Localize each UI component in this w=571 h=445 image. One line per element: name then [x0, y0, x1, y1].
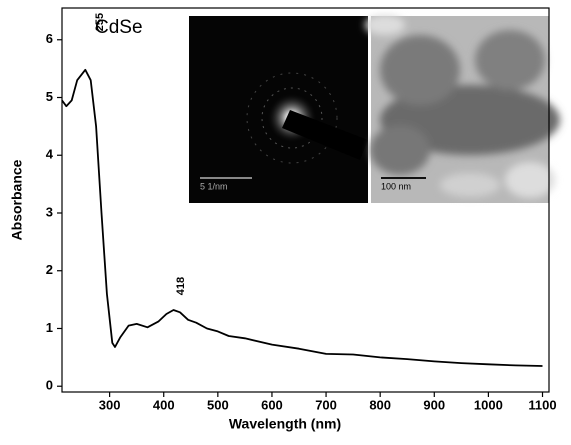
y-tick-label: 3 [46, 204, 53, 219]
scale-label: 100 nm [381, 181, 411, 191]
spectrum-line [61, 68, 543, 367]
peak-annotation: 418 [175, 277, 187, 295]
scale-label: 5 1/nm [200, 181, 228, 191]
ring [246, 72, 338, 164]
texture [365, 15, 560, 198]
y-tick-label: 6 [46, 31, 53, 46]
y-axis-label: Absorbance [9, 159, 25, 240]
x-tick-label: 800 [369, 397, 391, 412]
x-tick-label: 400 [153, 397, 175, 412]
y-tick-label: 1 [46, 320, 53, 335]
x-tick-label: 1100 [528, 397, 556, 412]
x-tick-label: 300 [99, 397, 121, 412]
beam-stop [282, 110, 368, 160]
x-axis-label: Wavelength (nm) [229, 416, 341, 432]
peak-annotation: 255 [94, 13, 106, 31]
y-tick-label: 2 [46, 262, 53, 277]
y-tick-label: 4 [46, 147, 54, 162]
y-tick-label: 5 [46, 89, 53, 104]
x-tick-label: 700 [315, 397, 337, 412]
x-tick-label: 1000 [474, 397, 503, 412]
y-tick-label: 0 [46, 378, 53, 393]
x-tick-label: 500 [207, 397, 229, 412]
annotation: CdSe [95, 17, 143, 38]
ring [261, 87, 323, 149]
x-tick-label: 900 [423, 397, 445, 412]
inset-tem: 100 nm [365, 15, 560, 203]
inset-diffraction: 5 1/nm [189, 16, 368, 203]
plot-frame [61, 7, 550, 393]
x-tick-label: 600 [261, 397, 283, 412]
